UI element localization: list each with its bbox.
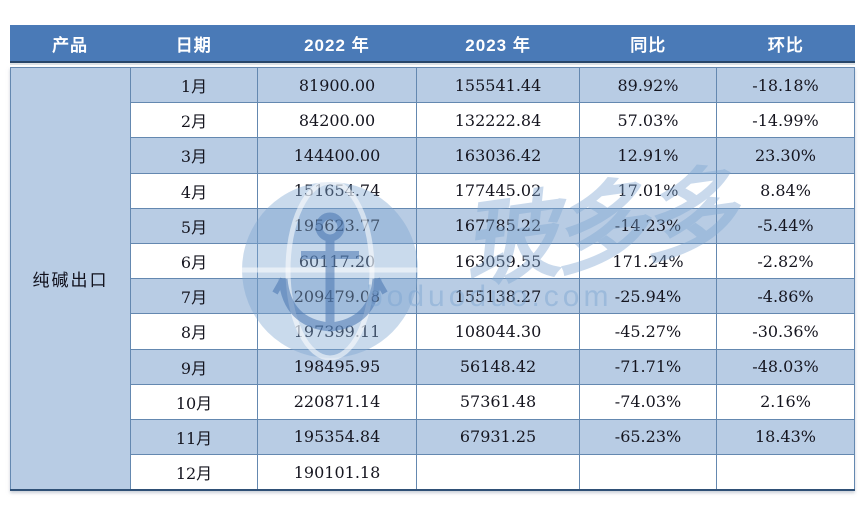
table-row: 4月 151654.74 177445.02 17.01% 8.84% <box>11 172 855 209</box>
mom-cell: -2.82% <box>716 242 855 280</box>
month-cell: 10月 <box>130 383 258 420</box>
yoy-cell: 171.24% <box>579 242 717 280</box>
month-cell: 11月 <box>130 418 258 456</box>
value-2023-cell: 108044.30 <box>416 313 580 350</box>
month-cell: 5月 <box>130 207 258 244</box>
header-mom: 环比 <box>716 25 855 63</box>
value-2022-cell: 195623.77 <box>257 207 417 244</box>
value-2023-cell: 155541.44 <box>416 66 580 104</box>
month-cell: 7月 <box>130 278 258 315</box>
value-2022-cell: 60117.20 <box>257 242 417 280</box>
header-row: 产品 日期 2022 年 2023 年 同比 环比 <box>10 25 855 63</box>
table-body-table: 纯碱出口 1月 81900.00 155541.44 89.92% -18.18% 2月 84… <box>10 66 855 492</box>
value-2023-cell: 163036.42 <box>416 137 580 174</box>
month-cell: 8月 <box>130 313 258 350</box>
header-2022: 2022 年 <box>257 25 417 63</box>
yoy-cell: 89.92% <box>579 66 717 104</box>
table-row: 9月 198495.95 56148.42 -71.71% -48.03% <box>11 348 855 385</box>
yoy-cell: -74.03% <box>579 383 717 420</box>
value-2023-cell: 56148.42 <box>416 348 580 385</box>
month-cell: 6月 <box>130 242 258 280</box>
yoy-cell: 12.91% <box>579 137 717 174</box>
mom-cell: -18.18% <box>716 66 855 104</box>
mom-cell: 8.84% <box>716 172 855 209</box>
table-row: 纯碱出口 1月 81900.00 155541.44 89.92% -18.18% <box>10 66 855 491</box>
mom-cell: -5.44% <box>716 207 855 244</box>
mom-cell: 2.16% <box>716 383 855 420</box>
value-2022-cell: 195354.84 <box>257 418 417 456</box>
value-2022-cell: 190101.18 <box>257 454 417 491</box>
value-2022-cell: 209479.08 <box>257 278 417 315</box>
yoy-cell: 57.03% <box>579 102 717 139</box>
table-row: 8月 197399.11 108044.30 -45.27% -30.36% <box>11 313 855 350</box>
header-2023: 2023 年 <box>416 25 580 63</box>
header-yoy: 同比 <box>579 25 717 63</box>
month-cell: 9月 <box>130 348 258 385</box>
mom-cell: -30.36% <box>716 313 855 350</box>
product-cell: 纯碱出口 <box>10 67 131 491</box>
yoy-cell: -71.71% <box>579 348 717 385</box>
mom-cell: 18.43% <box>716 418 855 456</box>
value-2023-cell: 167785.22 <box>416 207 580 244</box>
month-cell: 4月 <box>130 172 258 209</box>
mom-cell: -4.86% <box>716 278 855 315</box>
value-2022-cell: 220871.14 <box>257 383 417 420</box>
table-row: 11月 195354.84 67931.25 -65.23% 18.43% <box>11 418 855 456</box>
table-header: 产品 日期 2022 年 2023 年 同比 环比 <box>10 25 855 63</box>
month-cell: 12月 <box>130 454 258 491</box>
month-cell: 3月 <box>130 137 258 174</box>
mom-cell: -14.99% <box>716 102 855 139</box>
table-row: 7月 209479.08 155138.27 -25.94% -4.86% <box>11 278 855 315</box>
header-date: 日期 <box>130 25 258 63</box>
month-cell: 1月 <box>130 66 258 104</box>
table-row: 6月 60117.20 163059.55 171.24% -2.82% <box>11 242 855 280</box>
value-2022-cell: 84200.00 <box>257 102 417 139</box>
table-row: 3月 144400.00 163036.42 12.91% 23.30% <box>11 137 855 174</box>
yoy-cell: -25.94% <box>579 278 717 315</box>
value-2022-cell: 198495.95 <box>257 348 417 385</box>
yoy-cell: -14.23% <box>579 207 717 244</box>
value-2022-cell: 81900.00 <box>257 66 417 104</box>
table-row: 5月 195623.77 167785.22 -14.23% -5.44% <box>11 207 855 244</box>
table-row: 12月 190101.18 <box>11 454 855 491</box>
value-2023-cell <box>416 454 580 491</box>
month-cell: 2月 <box>130 102 258 139</box>
value-2023-cell: 177445.02 <box>416 172 580 209</box>
table-row: 2月 84200.00 132222.84 57.03% -14.99% <box>11 102 855 139</box>
value-2023-cell: 132222.84 <box>416 102 580 139</box>
table-row: 10月 220871.14 57361.48 -74.03% 2.16% <box>11 383 855 420</box>
table-body: 纯碱出口 1月 81900.00 155541.44 89.92% -18.18% 2月 84… <box>10 66 855 491</box>
value-2023-cell: 57361.48 <box>416 383 580 420</box>
data-table-region: 产品 日期 2022 年 2023 年 同比 环比 纯碱出口 1月 81900.00… <box>10 25 855 492</box>
value-2023-cell: 155138.27 <box>416 278 580 315</box>
mom-cell <box>716 454 855 491</box>
yoy-cell <box>579 454 717 491</box>
mom-cell: -48.03% <box>716 348 855 385</box>
yoy-cell: -65.23% <box>579 418 717 456</box>
value-2023-cell: 163059.55 <box>416 242 580 280</box>
yoy-cell: 17.01% <box>579 172 717 209</box>
value-2023-cell: 67931.25 <box>416 418 580 456</box>
value-2022-cell: 151654.74 <box>257 172 417 209</box>
value-2022-cell: 144400.00 <box>257 137 417 174</box>
mom-cell: 23.30% <box>716 137 855 174</box>
yoy-cell: -45.27% <box>579 313 717 350</box>
value-2022-cell: 197399.11 <box>257 313 417 350</box>
header-product: 产品 <box>10 25 131 63</box>
